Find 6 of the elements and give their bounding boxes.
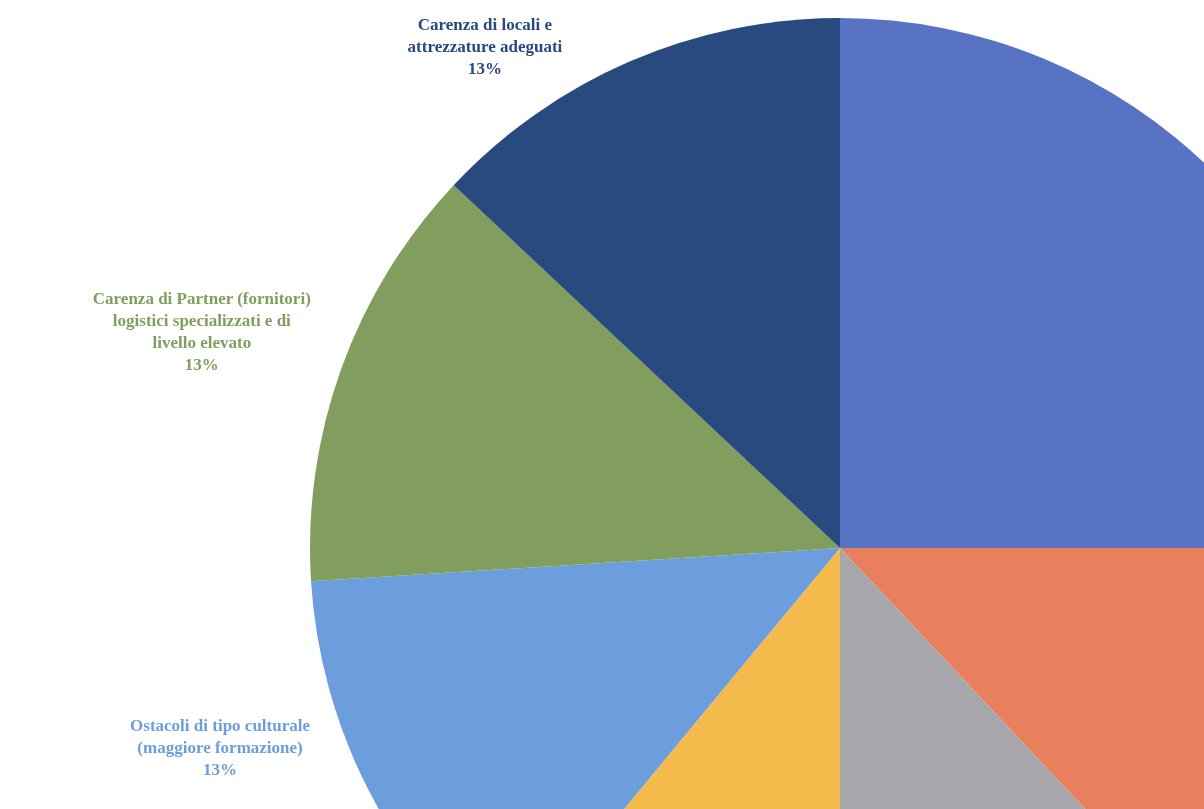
slice-label: Carenza di locali e attrezzature adeguati bbox=[407, 15, 563, 56]
data-label: 13% bbox=[203, 760, 238, 779]
data-label: 13% bbox=[184, 355, 219, 375]
slice-label: Ostacoli di tipo culturale (maggiore formazione) bbox=[130, 716, 311, 757]
data-label: 13% bbox=[467, 59, 502, 78]
slice-label: Carenza di Partner (fornitori) logistici specializzati e di livello elevato bbox=[92, 289, 311, 353]
